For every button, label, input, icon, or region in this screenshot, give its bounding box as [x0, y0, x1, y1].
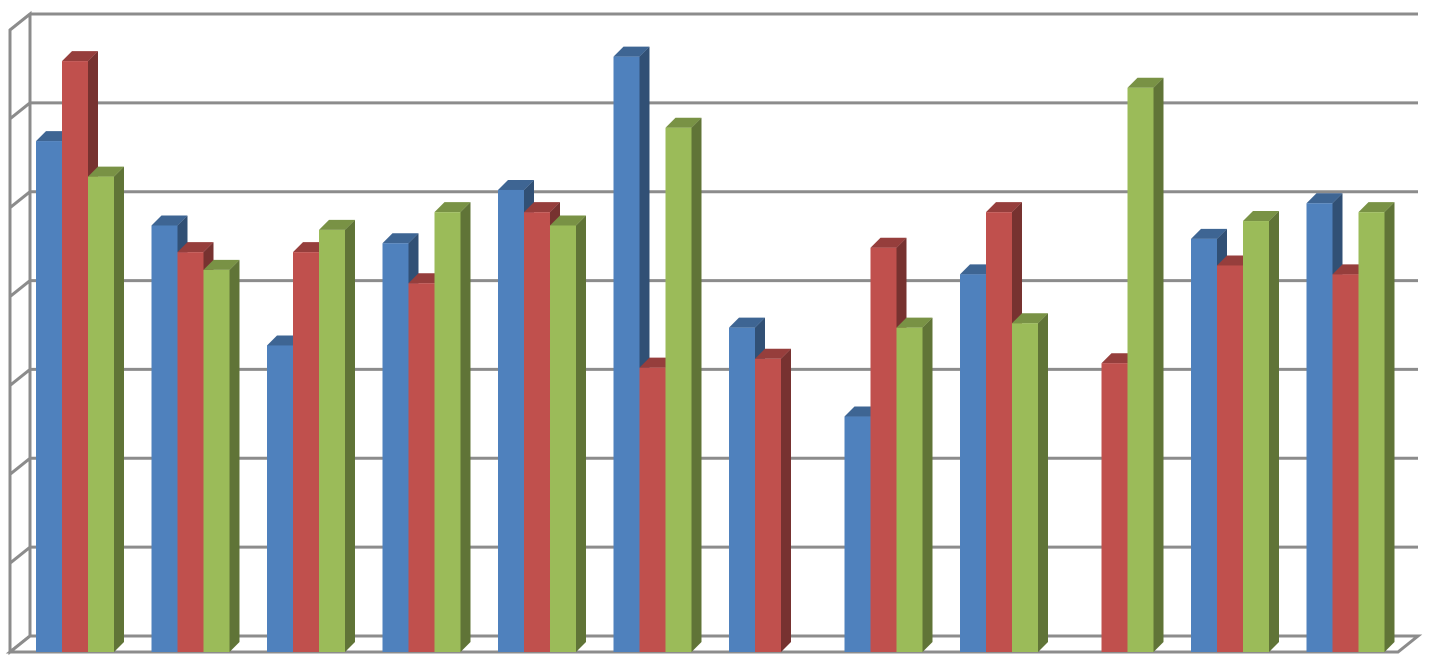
bar — [203, 269, 230, 652]
bar — [293, 252, 319, 652]
bar-side — [1384, 202, 1395, 652]
bar — [151, 225, 178, 652]
bar — [870, 247, 897, 652]
bar-top — [319, 219, 355, 230]
bar — [550, 225, 576, 652]
bar — [36, 141, 62, 653]
bar-side — [229, 259, 240, 652]
bar-top — [665, 117, 702, 128]
bar — [844, 416, 871, 652]
bar-top — [524, 202, 560, 213]
gridline-side — [9, 190, 31, 209]
bar — [267, 345, 293, 652]
bar — [986, 212, 1012, 652]
bar — [613, 56, 640, 652]
bar-top — [203, 259, 240, 270]
bar-side — [781, 348, 791, 652]
bar — [498, 189, 524, 652]
bar-top — [434, 202, 471, 213]
bar-top — [88, 166, 124, 177]
bar — [1358, 212, 1385, 652]
bar — [1217, 265, 1243, 652]
bar-top — [177, 242, 214, 253]
bar — [382, 243, 409, 652]
bar-top — [755, 348, 791, 359]
bar-side — [114, 166, 124, 652]
bar — [755, 358, 781, 652]
bar-top — [986, 202, 1022, 213]
bar — [524, 212, 550, 652]
bar — [1127, 87, 1154, 652]
bar-top — [613, 46, 650, 57]
gridline-side — [9, 457, 31, 476]
bar — [639, 367, 666, 652]
bar-side — [460, 202, 471, 652]
bar — [1332, 274, 1359, 652]
bar — [1243, 221, 1269, 653]
bar — [1191, 238, 1217, 653]
bar-top — [1127, 77, 1164, 88]
bar — [896, 327, 923, 652]
bar-top — [62, 51, 98, 62]
bar — [177, 252, 204, 652]
bar-side — [1269, 211, 1279, 653]
bar-side — [345, 219, 355, 652]
bar-side — [1153, 77, 1164, 652]
bar-top — [1306, 193, 1343, 204]
bar — [665, 127, 692, 652]
bar-top — [550, 215, 586, 226]
bar-top — [498, 179, 534, 190]
gridline-side — [9, 368, 31, 387]
gridline-side — [9, 545, 31, 565]
bar — [1101, 363, 1128, 652]
bar — [88, 176, 114, 652]
bar — [960, 274, 986, 652]
bar-side — [691, 117, 702, 652]
bar-top — [1243, 211, 1279, 222]
bar — [1306, 203, 1333, 652]
gridline-side — [9, 634, 31, 654]
bar-side — [922, 317, 933, 652]
bar — [408, 283, 435, 652]
bar-top — [729, 317, 765, 328]
bar-top — [896, 317, 933, 328]
bar-top — [151, 215, 188, 226]
gridline-side — [9, 12, 31, 32]
gridline-side — [9, 101, 31, 121]
bar — [319, 229, 345, 652]
gridline-side — [9, 279, 31, 298]
bar — [1012, 323, 1038, 652]
bar-top — [1012, 313, 1048, 324]
bar-side — [1038, 313, 1048, 652]
bar — [434, 212, 461, 652]
bar-side — [576, 215, 586, 652]
bar — [729, 327, 755, 652]
bar-top — [1191, 228, 1227, 239]
bar-top — [382, 233, 419, 244]
bar-top — [1358, 202, 1395, 213]
bar-top — [870, 237, 907, 248]
bar — [62, 61, 88, 653]
